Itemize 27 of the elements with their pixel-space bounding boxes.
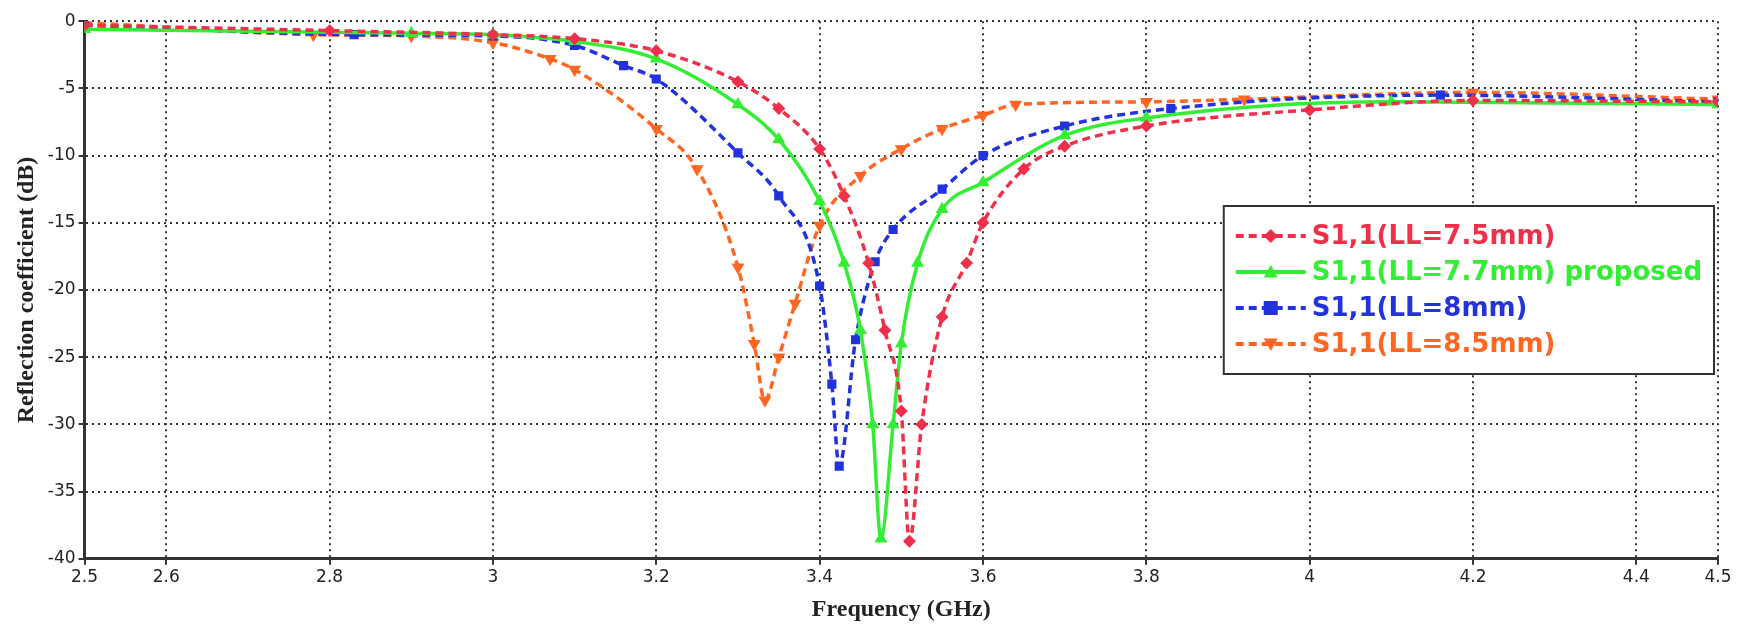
x-tick-label: 3.6 [969,566,997,587]
y-tick-label: -30 [47,412,76,433]
y-axis-title: Reflection coefficient (dB) [11,156,38,424]
y-tick-label: -15 [47,211,76,232]
x-tick-label: 3.8 [1132,566,1160,587]
x-tick-label: 4 [1304,566,1316,587]
y-tick-label: -40 [47,547,76,568]
y-tick-label: 0 [64,9,76,30]
x-tick-label: 2.8 [316,566,344,587]
y-tick-label: -25 [47,345,76,366]
y-tick-label: -5 [58,76,76,97]
x-tick-label: 3.2 [642,566,670,587]
x-tick-label: 2.6 [152,566,180,587]
x-tick-label: 4.4 [1622,566,1650,587]
legend-label: S1,1(LL=7.5mm) [1311,219,1556,250]
x-tick-label: 3.4 [806,566,834,587]
x-tick-label: 2.5 [71,566,99,587]
x-axis-title: Frequency (GHz) [811,594,991,621]
y-tick-label: -10 [47,144,76,165]
y-tick-label: -35 [47,480,76,501]
y-tick-label: -20 [47,278,76,299]
legend-label: S1,1(LL=8mm) [1311,291,1528,322]
x-tick-label: 4.2 [1459,566,1487,587]
x-tick-label: 3 [487,566,499,587]
legend-label: S1,1(LL=8.5mm) [1311,327,1556,358]
x-tick-label: 4.5 [1704,566,1732,587]
legend-label: S1,1(LL=7.7mm) proposed [1311,255,1703,286]
